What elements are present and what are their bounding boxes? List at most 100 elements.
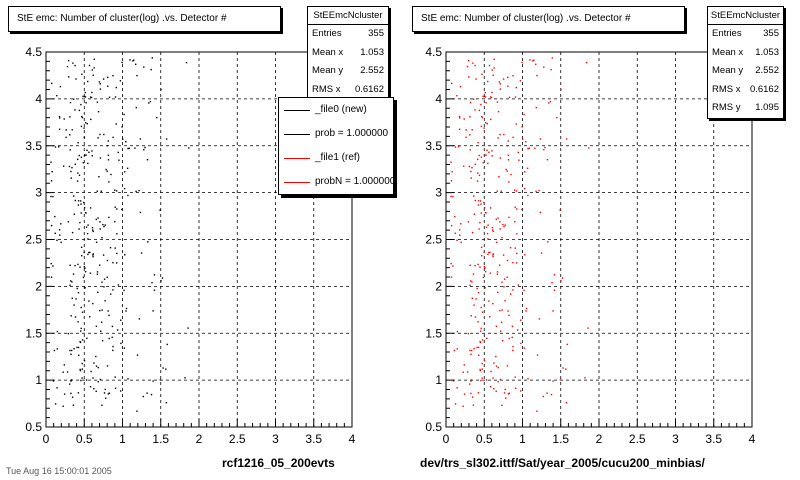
- data-point: [54, 215, 56, 218]
- data-point: [502, 78, 505, 80]
- legend-entry: probN = 1.000000: [279, 170, 393, 194]
- data-point: [508, 314, 510, 317]
- data-point: [477, 263, 479, 266]
- x-tick-label: 1.5: [152, 432, 169, 446]
- data-point: [70, 170, 72, 173]
- data-point: [454, 215, 456, 218]
- data-point: [149, 100, 152, 103]
- data-point: [150, 393, 153, 396]
- data-point: [165, 368, 167, 370]
- data-point: [185, 61, 188, 64]
- data-point: [71, 379, 73, 381]
- data-point: [485, 226, 488, 228]
- data-point: [103, 392, 106, 394]
- data-point: [524, 254, 526, 256]
- data-point: [483, 207, 486, 209]
- y-tick-label: 2.5: [425, 233, 442, 247]
- data-point: [489, 386, 492, 388]
- data-point: [124, 171, 126, 173]
- data-point: [471, 396, 474, 398]
- data-point: [510, 293, 512, 295]
- y-tick-label: 0.5: [25, 420, 42, 434]
- data-point: [462, 371, 464, 373]
- panel-left-stats: StEEmcNcluster Entries 355 Mean x 1.053 Me…: [307, 6, 389, 100]
- data-point: [517, 151, 519, 154]
- data-point: [105, 397, 107, 399]
- data-point: [501, 340, 504, 342]
- data-point: [467, 332, 469, 335]
- x-tick-label: 3: [672, 432, 679, 446]
- data-point: [507, 310, 509, 312]
- data-point: [114, 206, 116, 208]
- data-point: [477, 200, 480, 202]
- data-point: [514, 247, 516, 249]
- data-point: [160, 280, 162, 282]
- data-point: [480, 330, 482, 332]
- data-point: [471, 281, 473, 283]
- data-point: [69, 116, 71, 118]
- data-point: [74, 264, 76, 267]
- data-point: [95, 365, 98, 367]
- y-tick-label: 4: [35, 92, 42, 106]
- data-point: [74, 199, 76, 202]
- data-point: [71, 231, 74, 234]
- data-point: [112, 345, 114, 348]
- data-point: [50, 224, 53, 227]
- data-point: [458, 115, 461, 118]
- data-point: [107, 76, 109, 79]
- status-bar-text: Tue Aug 16 15:00:01 2005: [6, 466, 112, 476]
- data-point: [499, 88, 502, 90]
- data-point: [475, 78, 477, 80]
- data-point: [501, 237, 503, 239]
- data-point: [491, 69, 493, 71]
- data-point: [132, 60, 134, 62]
- data-point: [108, 96, 111, 98]
- data-point: [58, 146, 60, 148]
- data-point: [520, 319, 522, 321]
- data-point: [148, 102, 150, 104]
- data-point: [108, 392, 111, 394]
- data-point: [107, 85, 109, 87]
- data-point: [107, 159, 110, 161]
- data-point: [450, 195, 452, 198]
- data-point: [516, 208, 518, 210]
- data-point: [500, 190, 502, 192]
- data-point: [493, 362, 495, 364]
- data-point: [496, 273, 499, 275]
- x-tick-label: 3.5: [305, 432, 322, 446]
- data-point: [81, 255, 83, 257]
- data-point: [125, 141, 127, 143]
- data-point: [487, 224, 489, 226]
- data-point: [469, 264, 471, 266]
- data-point: [452, 380, 455, 382]
- data-point: [83, 266, 85, 268]
- data-point: [156, 116, 158, 119]
- data-point: [477, 204, 480, 206]
- data-point: [527, 194, 529, 197]
- data-point: [472, 273, 475, 275]
- data-point: [99, 88, 102, 90]
- data-point: [81, 311, 84, 313]
- data-point: [485, 102, 487, 104]
- data-point: [524, 171, 526, 173]
- data-point: [474, 264, 476, 267]
- data-point: [515, 190, 518, 192]
- data-point: [512, 345, 514, 348]
- data-point: [477, 142, 479, 144]
- data-point: [151, 57, 153, 59]
- data-point: [75, 298, 77, 300]
- data-point: [560, 280, 562, 282]
- data-point: [103, 133, 105, 136]
- data-point: [459, 117, 461, 119]
- y-tick-label: 2: [435, 279, 442, 293]
- data-point: [474, 199, 476, 202]
- data-point: [469, 284, 471, 286]
- data-point: [51, 82, 53, 85]
- data-point: [489, 316, 491, 318]
- data-point: [112, 349, 114, 352]
- data-point: [470, 315, 472, 317]
- data-point: [69, 149, 71, 151]
- data-point: [114, 189, 116, 191]
- data-point: [493, 58, 495, 60]
